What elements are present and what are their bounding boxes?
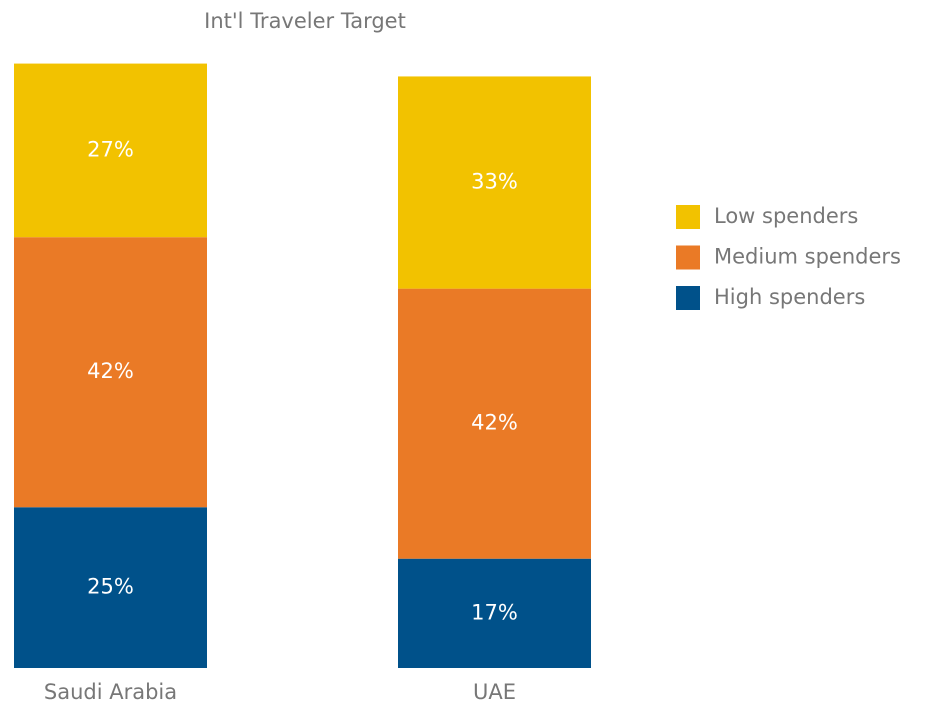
data-label: 33% bbox=[471, 170, 518, 194]
data-label: 17% bbox=[471, 600, 518, 624]
data-label: 42% bbox=[87, 359, 134, 383]
data-label: 42% bbox=[471, 411, 518, 435]
legend-label: Medium spenders bbox=[714, 245, 901, 269]
bar-segment bbox=[14, 63, 207, 238]
x-tick-label: UAE bbox=[473, 680, 516, 704]
bar-segment bbox=[398, 288, 591, 559]
legend-swatch bbox=[676, 205, 700, 229]
legend-label: Low spenders bbox=[714, 204, 858, 228]
bar-segment bbox=[14, 507, 207, 668]
legend-swatch bbox=[676, 245, 700, 270]
bar-segment bbox=[398, 76, 591, 289]
data-label: 25% bbox=[87, 575, 134, 599]
legend-swatch bbox=[676, 286, 700, 310]
data-label: 27% bbox=[87, 137, 134, 161]
bar-segment bbox=[14, 237, 207, 508]
chart-title: Int'l Traveler Target bbox=[204, 9, 406, 33]
legend-label: High spenders bbox=[714, 285, 865, 309]
x-tick-label: Saudi Arabia bbox=[44, 680, 177, 704]
bar-segment bbox=[398, 558, 591, 668]
